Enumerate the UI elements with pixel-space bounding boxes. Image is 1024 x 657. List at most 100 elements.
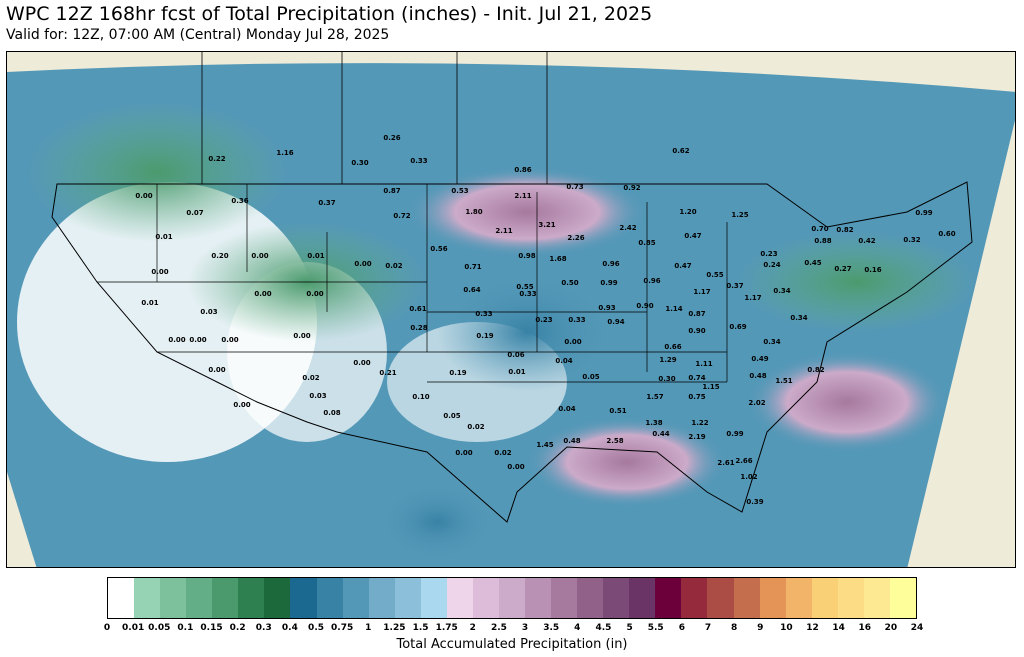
precip-value-label: 0.27 [834, 265, 851, 273]
colorbar-tick-label: 3 [521, 623, 529, 633]
colorbar-tick-label: 5.5 [647, 623, 664, 633]
colorbar-swatch [212, 578, 239, 618]
precip-value-label: 0.00 [564, 338, 581, 346]
precip-value-label: 2.26 [567, 234, 584, 242]
colorbar-swatch [863, 578, 890, 618]
colorbar-tick-label: 0.75 [331, 623, 354, 633]
precip-value-label: 0.30 [658, 375, 675, 383]
colorbar-tick-label: 5 [626, 623, 633, 633]
precip-value-label: 0.50 [561, 279, 578, 287]
precip-value-label: 0.49 [751, 355, 768, 363]
precip-value-label: 0.01 [155, 233, 172, 241]
colorbar-tick-label: 0.05 [148, 623, 171, 633]
precip-value-label: 0.82 [836, 226, 853, 234]
colorbar-swatch [603, 578, 630, 618]
precip-value-label: 0.01 [508, 368, 525, 376]
colorbar-tick-label: 9 [757, 623, 764, 633]
colorbar-swatch [551, 578, 578, 618]
precip-value-label: 1.51 [775, 377, 792, 385]
colorbar-swatch [472, 578, 499, 618]
map-subtitle: Valid for: 12Z, 07:00 AM (Central) Monda… [6, 27, 390, 43]
precip-value-label: 0.02 [302, 374, 319, 382]
precip-value-label: 0.28 [410, 324, 427, 332]
colorbar-swatch [577, 578, 604, 618]
precip-value-label: 1.45 [536, 441, 553, 449]
colorbar-tick-label: 0.5 [308, 623, 325, 633]
colorbar-tick-label: 1.25 [383, 623, 406, 633]
precip-value-label: 0.33 [475, 310, 492, 318]
precip-value-label: 0.00 [254, 290, 271, 298]
precip-value-label: 0.00 [233, 401, 250, 409]
precip-value-label: 0.00 [306, 290, 323, 298]
precip-value-label: 0.56 [430, 245, 447, 253]
precip-value-label: 0.00 [507, 463, 524, 471]
precip-value-label: 0.48 [563, 437, 580, 445]
precip-value-label: 0.96 [643, 277, 660, 285]
colorbar-tick-label: 10 [780, 623, 793, 633]
precip-value-label: 0.61 [409, 305, 426, 313]
colorbar-swatch [759, 578, 786, 618]
precip-value-label: 0.23 [535, 316, 552, 324]
precip-value-label: 0.45 [804, 259, 821, 267]
colorbar-swatch [889, 578, 916, 618]
colorbar-swatch [238, 578, 265, 618]
precip-value-label: 0.94 [607, 318, 624, 326]
precip-value-label: 0.70 [811, 225, 828, 233]
precip-value-label: 0.19 [449, 369, 466, 377]
precip-value-label: 0.82 [807, 366, 824, 374]
blue-central-region [437, 272, 617, 392]
colorbar-swatch [525, 578, 552, 618]
colorbar-swatch [655, 578, 682, 618]
precip-value-label: 0.66 [664, 343, 681, 351]
precip-value-label: 0.99 [600, 279, 617, 287]
colorbar-tick-label: 12 [806, 623, 819, 633]
precip-value-label: 0.69 [729, 323, 746, 331]
precip-value-label: 0.32 [903, 236, 920, 244]
precip-value-label: 0.75 [688, 393, 705, 401]
precip-value-label: 0.96 [602, 260, 619, 268]
precip-value-label: 0.92 [623, 184, 640, 192]
colorbar-tick-label: 4.5 [595, 623, 612, 633]
wet-gulf-coast-region [527, 417, 727, 507]
colorbar-swatch [394, 578, 421, 618]
colorbar-swatch [290, 578, 317, 618]
precip-value-label: 2.11 [514, 192, 531, 200]
precip-value-label: 0.33 [410, 157, 427, 165]
colorbar-tick-label: 6 [678, 623, 685, 633]
colorbar-swatch [108, 578, 135, 618]
precip-value-label: 0.00 [168, 336, 185, 344]
precip-value-label: 0.34 [763, 338, 780, 346]
precip-value-label: 1.17 [744, 294, 761, 302]
precip-value-label: 0.33 [519, 290, 536, 298]
colorbar-label: Total Accumulated Precipitation (in) [396, 637, 628, 652]
colorbar-tick-label: 4 [574, 623, 581, 633]
colorbar-swatch [186, 578, 213, 618]
precip-value-label: 0.30 [351, 159, 368, 167]
precip-value-label: 0.01 [307, 252, 324, 260]
precip-value-label: 0.24 [763, 261, 780, 269]
precip-value-label: 0.26 [383, 134, 400, 142]
precip-value-label: 0.20 [211, 252, 228, 260]
precip-value-label: 0.86 [514, 166, 531, 174]
precip-value-label: 0.10 [412, 393, 429, 401]
precip-value-label: 0.51 [609, 407, 626, 415]
precip-value-label: 0.98 [518, 252, 535, 260]
colorbar-tick-label: 0.1 [177, 623, 194, 633]
wet-atlantic-region [747, 352, 947, 452]
precip-value-label: 0.00 [455, 449, 472, 457]
colorbar-tick-label: 8 [730, 623, 738, 633]
precip-value-label: 0.00 [135, 192, 152, 200]
precip-value-label: 1.80 [465, 208, 482, 216]
precip-value-label: 0.47 [674, 262, 691, 270]
precip-value-label: 1.68 [549, 255, 566, 263]
precip-value-label: 0.42 [858, 237, 875, 245]
precip-value-label: 0.93 [598, 304, 615, 312]
colorbar-tick-label: 3.5 [543, 623, 560, 633]
precip-value-label: 0.06 [507, 351, 524, 359]
precip-value-label: 1.20 [679, 208, 696, 216]
precipitation-colorbar [107, 577, 917, 619]
colorbar-tick-label: 24 [910, 623, 924, 633]
precip-value-label: 0.00 [354, 260, 371, 268]
precipitation-map: 1.16 0.26 0.30 0.33 0.86 0.62 0.22 0.73 0.92 0.00… [6, 51, 1016, 568]
precip-value-label: 0.23 [760, 250, 777, 258]
